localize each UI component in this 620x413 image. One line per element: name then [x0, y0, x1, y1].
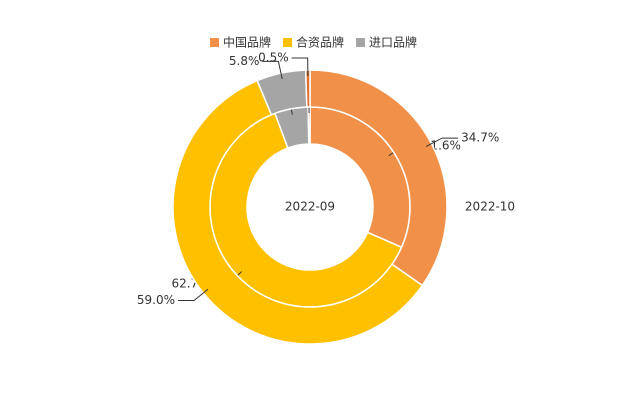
donut-slice — [172, 79, 424, 345]
series-label: 2022-09 — [285, 200, 335, 214]
data-label: 34.7% — [461, 131, 499, 145]
data-label: 59.0% — [137, 293, 175, 307]
series-label: 2022-10 — [465, 200, 515, 214]
legend-swatch — [283, 38, 293, 47]
data-label: 0.5% — [258, 51, 289, 65]
legend-label: 进口品牌 — [369, 36, 417, 50]
legend-label: 中国品牌 — [223, 35, 271, 50]
data-label: 5.8% — [229, 54, 260, 68]
leader-line — [178, 288, 209, 302]
leader-line — [262, 60, 283, 80]
legend: 中国品牌 合资品牌 进口品牌 — [210, 35, 417, 50]
legend-swatch — [210, 38, 219, 47]
legend-swatch — [356, 38, 366, 47]
leader-line — [425, 137, 459, 147]
leader-line — [291, 57, 309, 77]
donut-slice — [304, 69, 311, 108]
legend-label: 合资品牌 — [296, 35, 344, 50]
